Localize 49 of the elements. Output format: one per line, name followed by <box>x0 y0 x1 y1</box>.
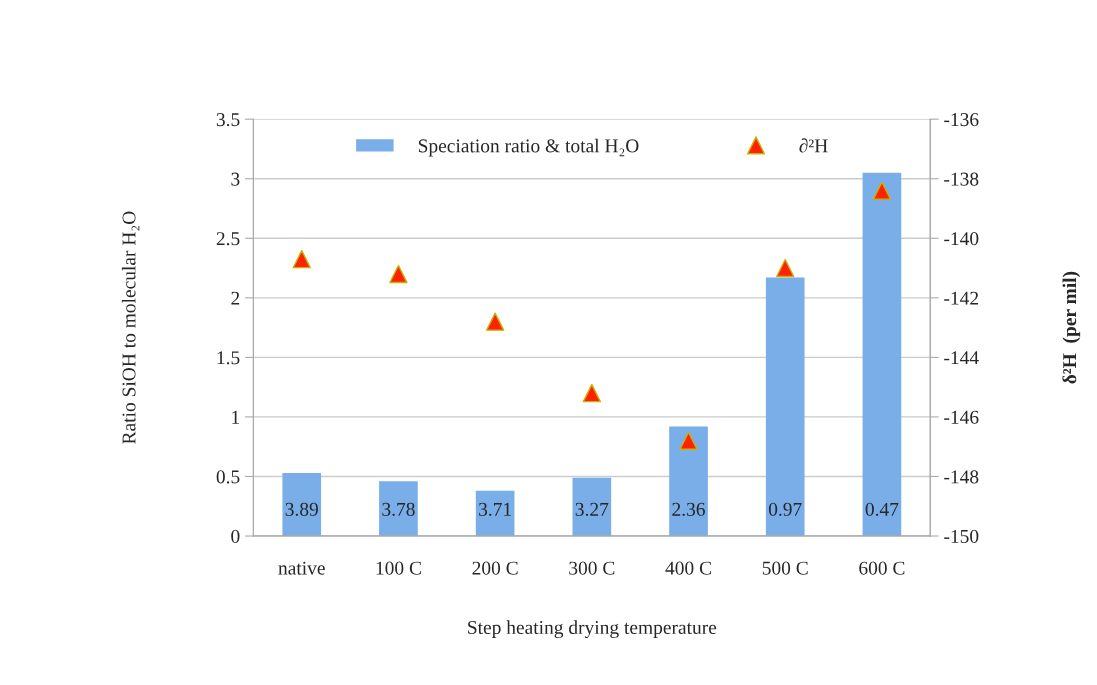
y2-tick-label: -148 <box>944 470 979 484</box>
y-tick-label: 3 <box>231 172 240 186</box>
point <box>872 181 892 200</box>
annotation: 3.71 <box>479 502 511 516</box>
y-tick-label: 0.5 <box>216 470 240 484</box>
y-axis-title: Ratio SiOH to molecular H₂O <box>121 211 140 444</box>
point <box>582 383 602 403</box>
y2-axis-title: δ²H (per mil) <box>1062 271 1081 384</box>
bar <box>282 472 322 537</box>
y2-tick-label: -140 <box>944 232 979 246</box>
y2-tick-label: -136 <box>944 113 979 127</box>
point <box>776 258 795 278</box>
annotation: 3.89 <box>285 502 318 516</box>
legend-label: Speciation ratio & total H₂O <box>418 138 639 157</box>
x-tick-label: 500 C <box>762 561 808 575</box>
y-tick-label: 0 <box>231 529 240 543</box>
x-tick-label: native <box>278 561 325 575</box>
x-tick-label: 400 C <box>665 561 711 575</box>
point <box>679 431 698 450</box>
point <box>292 249 311 269</box>
y2-tick-label: -144 <box>944 351 979 365</box>
legend-label: ∂²H <box>799 138 828 153</box>
x-tick-label: 300 C <box>569 561 615 575</box>
x-tick-label: 600 C <box>859 561 905 575</box>
annotation: 2.36 <box>672 502 705 516</box>
bar <box>862 172 902 537</box>
annotation: 3.78 <box>382 502 415 516</box>
x-tick-label: 200 C <box>472 561 518 575</box>
bar <box>572 477 612 537</box>
point <box>389 264 408 284</box>
y-tick-label: 1 <box>232 410 240 424</box>
annotation: 0.47 <box>865 502 899 516</box>
y-tick-label: 1.5 <box>217 351 240 365</box>
x-tick-label: 100 C <box>376 561 421 575</box>
bar <box>475 490 515 537</box>
bar <box>765 277 805 537</box>
y-tick-label: 3.5 <box>216 113 240 127</box>
y-tick-label: 2 <box>231 291 240 305</box>
annotation: 0.97 <box>768 502 802 516</box>
y2-tick-label: -142 <box>944 291 979 305</box>
x-axis-title: Step heating drying temperature <box>468 620 717 638</box>
bar <box>379 481 418 537</box>
bar <box>669 426 708 537</box>
y2-tick-label: -138 <box>944 172 979 186</box>
y2-tick-label: -146 <box>944 410 979 424</box>
annotation: 3.27 <box>575 502 609 516</box>
y2-tick-label: -150 <box>944 529 979 543</box>
point <box>485 312 505 331</box>
y-tick-label: 2.5 <box>216 232 240 246</box>
